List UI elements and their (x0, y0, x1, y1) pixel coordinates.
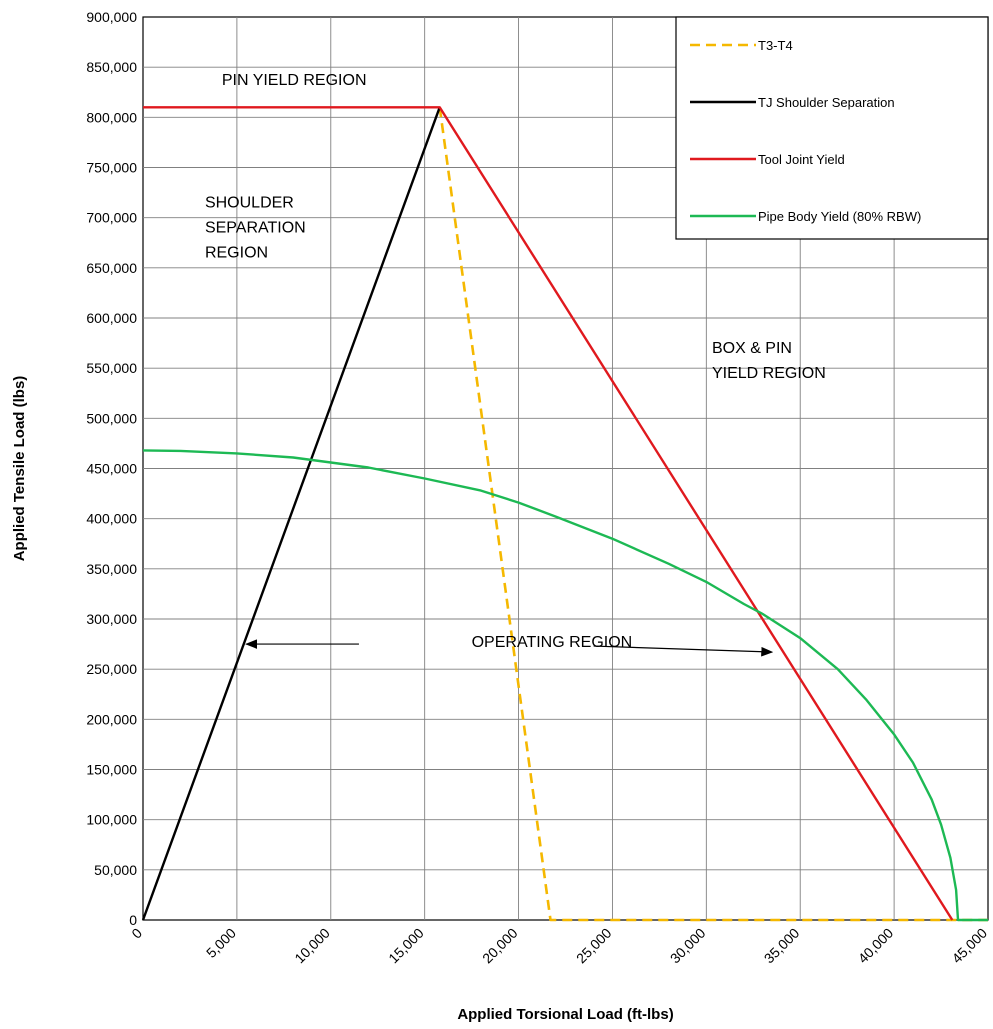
legend: T3-T4 TJ Shoulder Separation Tool Joint Yi… (675, 16, 989, 240)
series-line-t3-t4 (438, 107, 988, 922)
legend-label-tj-shoulder-separation: TJ Shoulder Separation (758, 95, 895, 110)
operating-region-right-arrow (593, 645, 774, 657)
annotation-line: SEPARATION (205, 220, 306, 237)
y-tick-label: 700,000 (86, 210, 137, 226)
y-tick-label: 800,000 (86, 109, 137, 125)
annotation-line: OPERATING REGION (472, 634, 633, 651)
y-tick-label: 850,000 (86, 59, 137, 75)
annotation-layer: PIN YIELD REGION SHOULDER SEPARATION REGION… (205, 72, 826, 657)
annotation-line: YIELD REGION (712, 365, 826, 382)
legend-label-t3-t4: T3-T4 (758, 38, 793, 53)
series-line-tool-joint-yield (143, 106, 954, 921)
annotation-shoulder-separation-region: SHOULDER SEPARATION REGION (205, 195, 306, 262)
annotation-box-pin-yield-region: BOX & PIN YIELD REGION (712, 340, 826, 382)
annotation-line: BOX & PIN (712, 340, 792, 357)
y-tick-label: 900,000 (86, 9, 137, 25)
y-tick-label: 200,000 (86, 711, 137, 727)
y-tick-label: 150,000 (86, 762, 137, 778)
y-tick-label: 350,000 (86, 561, 137, 577)
series-line-pipe-body-yield-80-rbw (142, 449, 988, 922)
y-tick-label: 650,000 (86, 260, 137, 276)
y-tick-label: 400,000 (86, 511, 137, 527)
series-layer (141, 106, 988, 922)
series-line-tj-shoulder-separation (141, 106, 441, 921)
y-tick-label: 600,000 (86, 310, 137, 326)
y-tick-label: 0 (129, 912, 137, 928)
legend-label-pipe-body-yield-80-rbw: Pipe Body Yield (80% RBW) (758, 209, 921, 224)
annotation-line: REGION (205, 245, 268, 262)
x-axis-title: Applied Torsional Load (ft-lbs) (457, 1006, 673, 1023)
y-tick-label: 300,000 (86, 611, 137, 627)
y-tick-label: 250,000 (86, 661, 137, 677)
y-tick-label: 450,000 (86, 461, 137, 477)
annotation-line: PIN YIELD REGION (222, 72, 367, 89)
annotation-operating-region: OPERATING REGION (472, 634, 633, 651)
y-tick-label: 750,000 (86, 160, 137, 176)
y-tick-label: 550,000 (86, 360, 137, 376)
y-tick-label: 50,000 (94, 862, 137, 878)
legend-label-tool-joint-yield: Tool Joint Yield (758, 152, 845, 167)
annotation-line: SHOULDER (205, 195, 294, 212)
annotation-pin-yield-region: PIN YIELD REGION (222, 72, 367, 89)
y-tick-label: 500,000 (86, 410, 137, 426)
y-tick-label: 100,000 (86, 812, 137, 828)
legend-box (675, 16, 989, 240)
y-axis-title: Applied Tensile Load (lbs) (11, 376, 28, 562)
grid (142, 16, 989, 921)
